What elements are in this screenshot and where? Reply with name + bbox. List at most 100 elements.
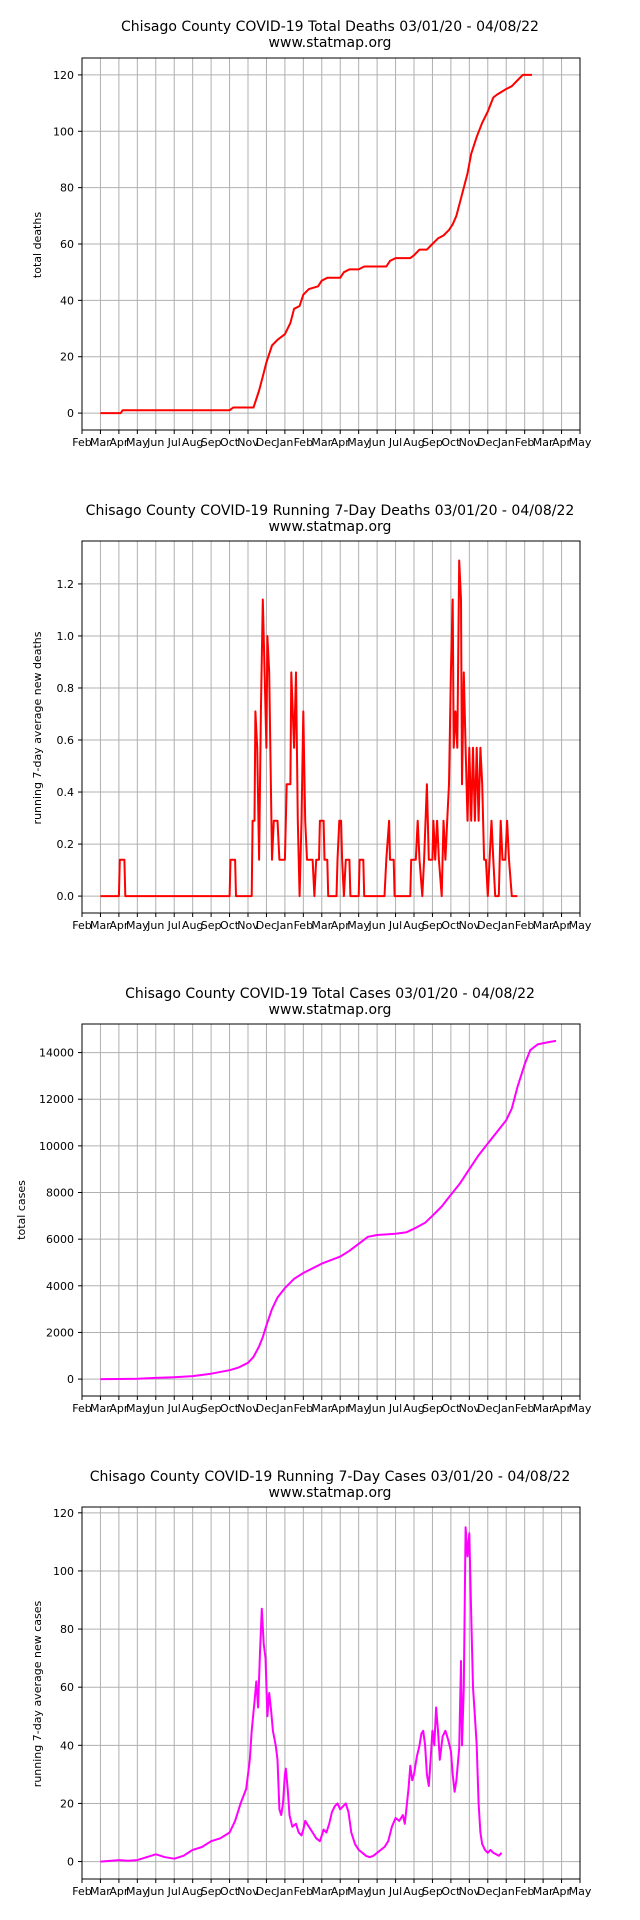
x-tick-label: May xyxy=(126,1885,149,1898)
x-tick-label: Nov xyxy=(459,919,481,932)
x-tick-label: Apr xyxy=(109,1402,129,1415)
x-tick-label: Apr xyxy=(552,1402,572,1415)
x-tick-label: Apr xyxy=(552,919,572,932)
x-tick-label: Jul xyxy=(388,1402,402,1415)
x-tick-label: Jan xyxy=(275,1885,293,1898)
x-tick-label: Dec xyxy=(256,436,277,449)
x-tick-label: Jun xyxy=(368,1402,386,1415)
x-tick-label: Sep xyxy=(201,919,222,932)
x-tick-label: Nov xyxy=(459,1402,481,1415)
x-tick-label: Jan xyxy=(497,1885,515,1898)
x-tick-label: Apr xyxy=(552,1885,572,1898)
y-tick-label: 100 xyxy=(53,1565,74,1578)
y-tick-label: 120 xyxy=(53,1507,74,1520)
x-tick-label: Aug xyxy=(182,1885,203,1898)
x-tick-label: Feb xyxy=(515,436,534,449)
y-tick-label: 6000 xyxy=(46,1233,74,1246)
x-tick-label: Jul xyxy=(388,919,402,932)
x-tick-label: Jan xyxy=(497,436,515,449)
x-tick-label: Apr xyxy=(331,436,351,449)
y-tick-label: 0 xyxy=(67,407,74,420)
y-tick-label: 80 xyxy=(60,182,74,195)
x-tick-label: Dec xyxy=(256,1885,277,1898)
series-line xyxy=(100,73,532,415)
x-tick-label: Feb xyxy=(294,1885,313,1898)
series-line xyxy=(100,1526,503,1863)
y-tick-label: 0.6 xyxy=(57,734,75,747)
y-tick-label: 0.4 xyxy=(57,786,75,799)
x-tick-label: Jan xyxy=(497,919,515,932)
y-tick-label: 120 xyxy=(53,69,74,82)
x-tick-label: Nov xyxy=(237,1402,259,1415)
x-tick-label: Mar xyxy=(90,436,111,449)
y-axis-label: running 7-day average new cases xyxy=(31,1601,44,1788)
plot-frame xyxy=(81,540,581,914)
x-tick-label: Feb xyxy=(515,1885,534,1898)
x-tick-label: Mar xyxy=(311,436,332,449)
x-tick-label: Oct xyxy=(220,1885,240,1898)
x-tick-label: May xyxy=(126,436,149,449)
x-tick-label: Jan xyxy=(275,919,293,932)
chart-subtitle: www.statmap.org xyxy=(269,35,392,51)
x-tick-label: Aug xyxy=(182,436,203,449)
x-tick-label: Nov xyxy=(237,1885,259,1898)
x-tick-label: Jul xyxy=(388,436,402,449)
x-tick-label: Oct xyxy=(220,1402,240,1415)
x-tick-label: Feb xyxy=(72,1885,91,1898)
y-tick-label: 100 xyxy=(53,125,74,138)
x-tick-label: May xyxy=(569,919,592,932)
x-tick-label: May xyxy=(569,1885,592,1898)
y-tick-label: 0 xyxy=(67,1373,74,1386)
x-tick-label: Sep xyxy=(201,1885,222,1898)
x-tick-label: Feb xyxy=(515,1402,534,1415)
x-tick-label: Nov xyxy=(237,919,259,932)
chart-subtitle: www.statmap.org xyxy=(269,1002,392,1018)
plot-frame xyxy=(81,1506,581,1880)
x-tick-label: Jul xyxy=(167,1885,181,1898)
y-axis-label: total cases xyxy=(15,1180,28,1240)
x-tick-label: Apr xyxy=(331,1885,351,1898)
x-tick-label: Jun xyxy=(368,919,386,932)
y-axis-label: total deaths xyxy=(31,212,44,278)
y-tick-label: 2000 xyxy=(46,1326,74,1339)
y-tick-label: 0.2 xyxy=(57,838,75,851)
x-tick-label: May xyxy=(569,1402,592,1415)
x-tick-label: Aug xyxy=(403,1402,424,1415)
y-tick-label: 1.0 xyxy=(57,630,75,643)
x-tick-label: Jul xyxy=(167,1402,181,1415)
x-tick-label: Feb xyxy=(294,919,313,932)
y-tick-label: 40 xyxy=(60,294,74,307)
x-tick-label: Nov xyxy=(459,1885,481,1898)
x-tick-label: Feb xyxy=(72,919,91,932)
chart-title: Chisago County COVID-19 Total Deaths 03/… xyxy=(121,19,539,35)
x-tick-label: Apr xyxy=(109,1885,129,1898)
x-tick-label: Sep xyxy=(422,1885,443,1898)
x-tick-label: Apr xyxy=(109,436,129,449)
y-tick-label: 40 xyxy=(60,1739,74,1752)
x-tick-label: Aug xyxy=(403,436,424,449)
x-tick-label: Mar xyxy=(90,919,111,932)
x-tick-label: Mar xyxy=(311,1885,332,1898)
x-tick-label: Aug xyxy=(182,1402,203,1415)
x-tick-label: Jun xyxy=(368,436,386,449)
x-tick-label: Mar xyxy=(90,1885,111,1898)
x-tick-label: Sep xyxy=(201,436,222,449)
plot-frame xyxy=(81,1023,581,1397)
y-tick-label: 12000 xyxy=(39,1093,74,1106)
y-tick-label: 0 xyxy=(67,1856,74,1869)
x-tick-label: Oct xyxy=(441,436,461,449)
x-tick-label: May xyxy=(347,1885,370,1898)
x-tick-label: Dec xyxy=(477,1885,498,1898)
x-tick-label: Jan xyxy=(275,436,293,449)
x-tick-label: Jun xyxy=(146,1885,164,1898)
x-tick-label: Oct xyxy=(220,919,240,932)
series-line xyxy=(100,559,518,898)
x-tick-label: Oct xyxy=(441,1885,461,1898)
x-tick-label: Jun xyxy=(146,1402,164,1415)
x-tick-label: Nov xyxy=(237,436,259,449)
x-tick-label: May xyxy=(126,1402,149,1415)
x-tick-label: Feb xyxy=(72,436,91,449)
y-tick-label: 4000 xyxy=(46,1280,74,1293)
x-tick-label: Aug xyxy=(403,1885,424,1898)
